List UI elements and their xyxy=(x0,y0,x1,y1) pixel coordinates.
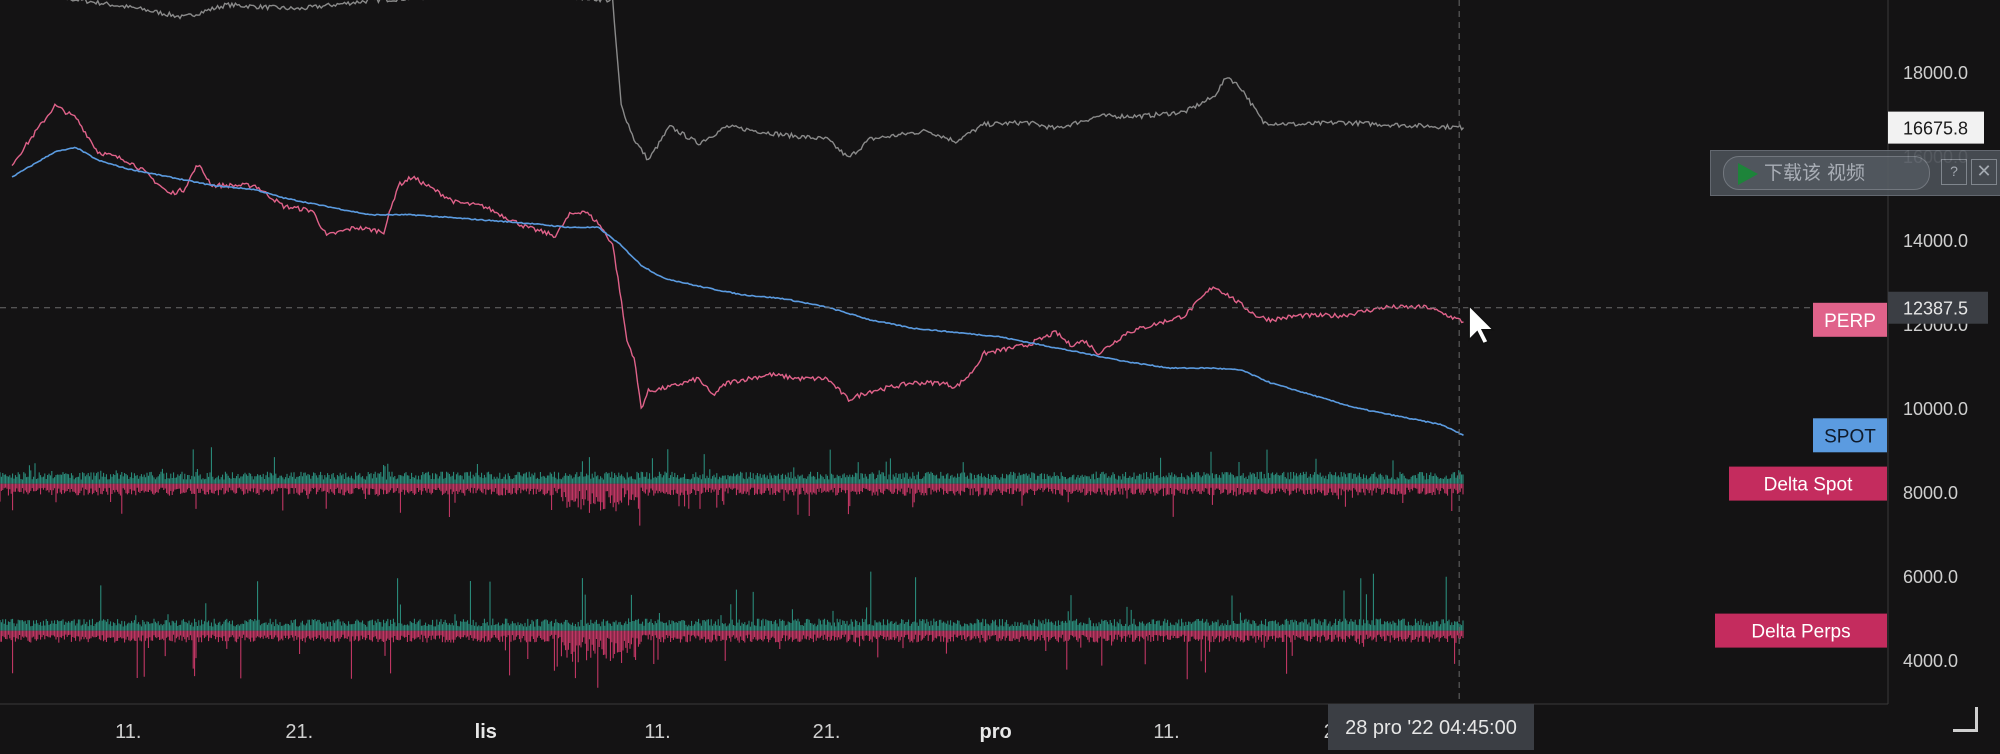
delta-histograms xyxy=(0,447,1464,688)
resize-corner-icon[interactable] xyxy=(1953,707,1978,732)
crosshair-price-tag: 12387.5 xyxy=(1888,291,1988,324)
series-label-background xyxy=(1813,302,1887,337)
series-label-delta-spot: Delta Spot xyxy=(1729,466,1887,501)
price-series xyxy=(11,0,1465,436)
x-tick-label: 21. xyxy=(813,721,841,743)
play-icon xyxy=(1738,162,1758,185)
y-tick-label: 10000.0 xyxy=(1903,399,1968,419)
last-price-text: 16675.8 xyxy=(1903,119,1968,139)
crosshair-time-label: 28 pro '22 04:45:00 xyxy=(1328,704,1534,750)
x-tick-label: 21. xyxy=(285,721,313,743)
x-tick-label: pro xyxy=(979,721,1011,743)
last-price-tag: 16675.8 xyxy=(1888,111,1984,144)
crosshair-time-background xyxy=(1328,704,1534,750)
download-video-button[interactable]: 下载该 视频 xyxy=(1723,156,1930,190)
histogram-delta-spot xyxy=(0,447,1464,526)
series-label-spot: SPOT xyxy=(1813,418,1887,453)
series-label-perp: PERP xyxy=(1813,302,1887,337)
series-labels: PERP SPOT Delta Spot Delta Perps 16675.8 1238… xyxy=(1715,111,1988,648)
y-tick-label: 8000.0 xyxy=(1903,483,1958,503)
crosshair-price-background xyxy=(1888,291,1988,324)
x-tick-label: 11. xyxy=(1153,721,1179,743)
last-price-background xyxy=(1888,111,1984,144)
series-line-price xyxy=(66,0,1465,161)
download-video-label: 下载该 视频 xyxy=(1764,162,1866,184)
series-label-text: PERP xyxy=(1824,311,1876,332)
x-tick-label: lis xyxy=(475,721,497,743)
close-icon[interactable]: ✕ xyxy=(1971,159,1997,185)
histogram-negative-bars xyxy=(0,630,1464,688)
y-tick-label: 4000.0 xyxy=(1903,651,1958,671)
crosshair-time-text: 28 pro '22 04:45:00 xyxy=(1345,717,1517,739)
help-icon[interactable]: ? xyxy=(1941,159,1967,185)
mouse-pointer-icon xyxy=(1468,303,1495,345)
series-label-delta-perps: Delta Perps xyxy=(1715,613,1887,648)
series-label-background xyxy=(1715,613,1887,648)
histogram-positive-bars xyxy=(0,571,1464,631)
series-label-background xyxy=(1813,418,1887,453)
histogram-negative-bars xyxy=(0,483,1464,526)
series-label-text: Delta Perps xyxy=(1751,622,1850,643)
y-tick-label: 6000.0 xyxy=(1903,567,1958,587)
series-line-spot xyxy=(11,146,1464,436)
histogram-positive-bars xyxy=(0,447,1464,484)
crosshair xyxy=(0,0,1888,704)
y-tick-label: 14000.0 xyxy=(1903,231,1968,251)
series-label-background xyxy=(1729,466,1887,501)
series-label-text: SPOT xyxy=(1824,426,1876,447)
download-video-overlay[interactable]: 下载该 视频 ? ✕ xyxy=(1710,150,2000,196)
series-line-perp xyxy=(11,103,1464,410)
histogram-delta-perps xyxy=(0,571,1464,688)
crosshair-price-text: 12387.5 xyxy=(1903,299,1968,319)
mouse-pointer-shape xyxy=(1468,303,1495,345)
y-tick-label: 18000.0 xyxy=(1903,63,1968,83)
series-label-text: Delta Spot xyxy=(1764,475,1853,496)
x-tick-label: 11. xyxy=(115,721,141,743)
x-tick-label: 11. xyxy=(644,721,670,743)
